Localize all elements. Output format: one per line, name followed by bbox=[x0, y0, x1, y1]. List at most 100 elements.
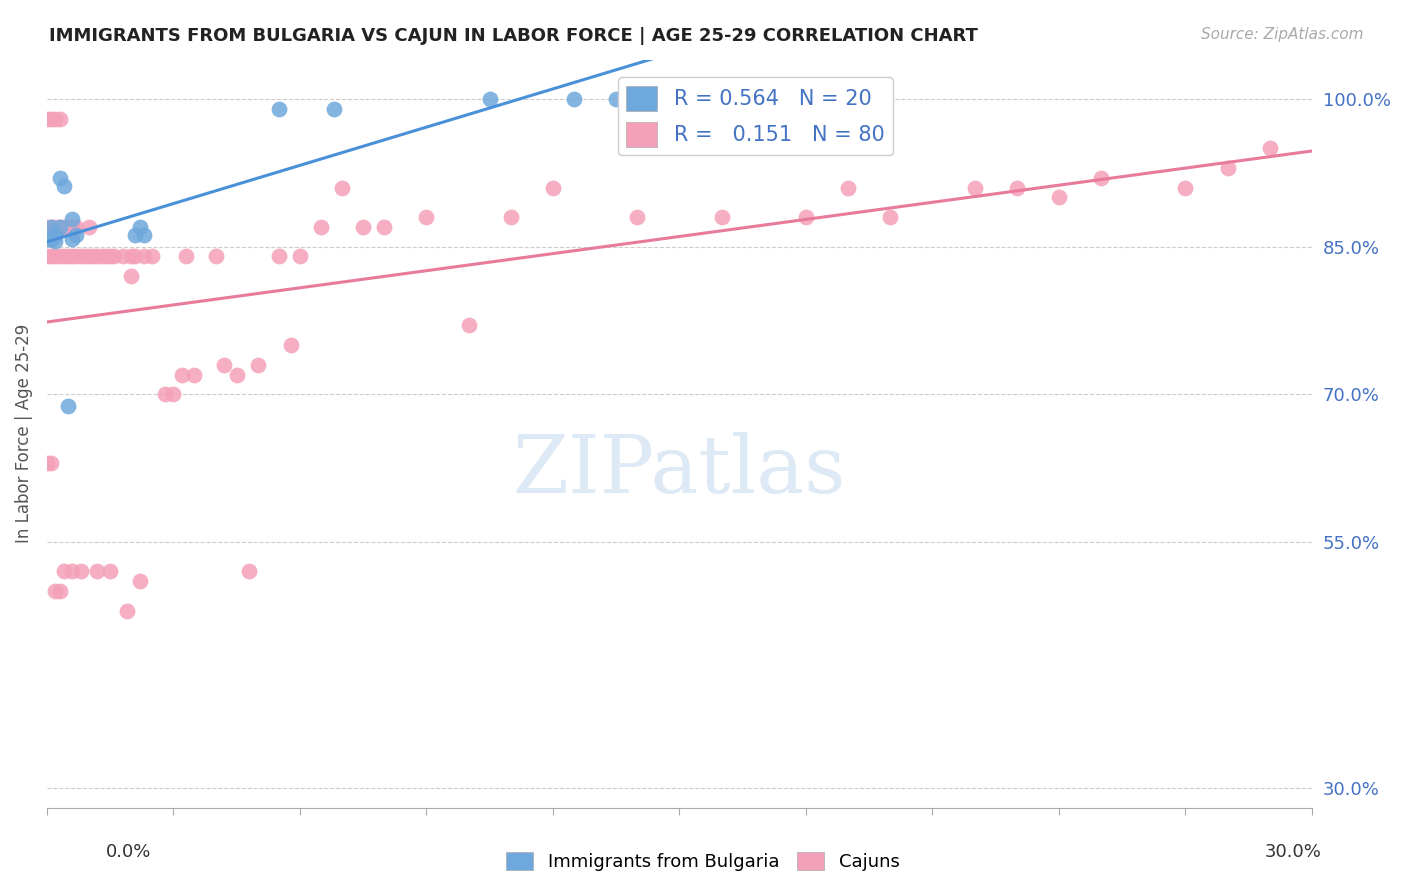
Point bbox=[478, 92, 501, 106]
Point bbox=[52, 178, 75, 193]
Point bbox=[69, 565, 91, 579]
Point bbox=[86, 249, 108, 263]
Point bbox=[541, 180, 564, 194]
Point bbox=[60, 212, 83, 227]
Point bbox=[65, 219, 87, 234]
Y-axis label: In Labor Force | Age 25-29: In Labor Force | Age 25-29 bbox=[15, 324, 32, 543]
Point bbox=[65, 227, 87, 242]
Point bbox=[60, 249, 83, 263]
Point bbox=[65, 249, 87, 263]
Point bbox=[48, 219, 70, 234]
Point bbox=[39, 219, 62, 234]
Point bbox=[120, 269, 142, 284]
Point bbox=[35, 456, 58, 470]
Point bbox=[415, 210, 437, 224]
Point bbox=[352, 219, 374, 234]
Point bbox=[267, 102, 290, 116]
Point bbox=[288, 249, 311, 263]
Point bbox=[115, 604, 138, 618]
Point bbox=[77, 219, 100, 234]
Point bbox=[44, 249, 66, 263]
Point bbox=[35, 112, 58, 126]
Text: 30.0%: 30.0% bbox=[1265, 843, 1322, 861]
Point bbox=[35, 232, 58, 246]
Point bbox=[457, 318, 479, 333]
Point bbox=[153, 387, 176, 401]
Point bbox=[52, 219, 75, 234]
Point bbox=[39, 219, 62, 234]
Point bbox=[499, 210, 522, 224]
Point bbox=[280, 338, 302, 352]
Point bbox=[60, 219, 83, 234]
Point bbox=[309, 219, 332, 234]
Point bbox=[44, 234, 66, 248]
Point bbox=[56, 399, 79, 413]
Point bbox=[60, 565, 83, 579]
Point bbox=[39, 112, 62, 126]
Point bbox=[48, 219, 70, 234]
Point bbox=[562, 92, 585, 106]
Point bbox=[837, 180, 859, 194]
Point bbox=[111, 249, 134, 263]
Point bbox=[39, 249, 62, 263]
Point bbox=[73, 249, 96, 263]
Point bbox=[322, 102, 344, 116]
Point bbox=[246, 358, 269, 372]
Point bbox=[794, 210, 817, 224]
Point bbox=[69, 249, 91, 263]
Point bbox=[90, 249, 112, 263]
Point bbox=[128, 574, 150, 589]
Point bbox=[963, 180, 986, 194]
Point bbox=[48, 249, 70, 263]
Point bbox=[39, 456, 62, 470]
Point bbox=[1258, 141, 1281, 155]
Point bbox=[56, 219, 79, 234]
Point bbox=[44, 227, 66, 242]
Point bbox=[128, 219, 150, 234]
Point bbox=[35, 249, 58, 263]
Point bbox=[1005, 180, 1028, 194]
Point bbox=[52, 565, 75, 579]
Point bbox=[710, 210, 733, 224]
Text: IMMIGRANTS FROM BULGARIA VS CAJUN IN LABOR FORCE | AGE 25-29 CORRELATION CHART: IMMIGRANTS FROM BULGARIA VS CAJUN IN LAB… bbox=[49, 27, 979, 45]
Point bbox=[60, 232, 83, 246]
Point bbox=[44, 112, 66, 126]
Point bbox=[82, 249, 104, 263]
Point bbox=[1216, 161, 1239, 175]
Point bbox=[56, 249, 79, 263]
Point bbox=[44, 584, 66, 599]
Point bbox=[170, 368, 193, 382]
Point bbox=[77, 249, 100, 263]
Point bbox=[330, 180, 353, 194]
Point bbox=[48, 112, 70, 126]
Point bbox=[124, 249, 146, 263]
Point bbox=[86, 565, 108, 579]
Point bbox=[124, 227, 146, 242]
Point bbox=[1174, 180, 1197, 194]
Point bbox=[225, 368, 247, 382]
Point bbox=[212, 358, 235, 372]
Point bbox=[132, 249, 155, 263]
Text: ZIPatlas: ZIPatlas bbox=[513, 432, 846, 510]
Point bbox=[132, 227, 155, 242]
Point bbox=[373, 219, 395, 234]
Point bbox=[141, 249, 163, 263]
Point bbox=[94, 249, 117, 263]
Point bbox=[39, 232, 62, 246]
Legend: Immigrants from Bulgaria, Cajuns: Immigrants from Bulgaria, Cajuns bbox=[499, 845, 907, 879]
Text: Source: ZipAtlas.com: Source: ZipAtlas.com bbox=[1201, 27, 1364, 42]
Point bbox=[879, 210, 901, 224]
Point bbox=[98, 249, 121, 263]
Point bbox=[44, 219, 66, 234]
Point bbox=[98, 565, 121, 579]
Point bbox=[48, 170, 70, 185]
Point bbox=[626, 210, 648, 224]
Point bbox=[1090, 170, 1112, 185]
Point bbox=[120, 249, 142, 263]
Point bbox=[1047, 190, 1070, 204]
Point bbox=[174, 249, 197, 263]
Point bbox=[267, 249, 290, 263]
Text: 0.0%: 0.0% bbox=[105, 843, 150, 861]
Point bbox=[162, 387, 184, 401]
Point bbox=[605, 92, 627, 106]
